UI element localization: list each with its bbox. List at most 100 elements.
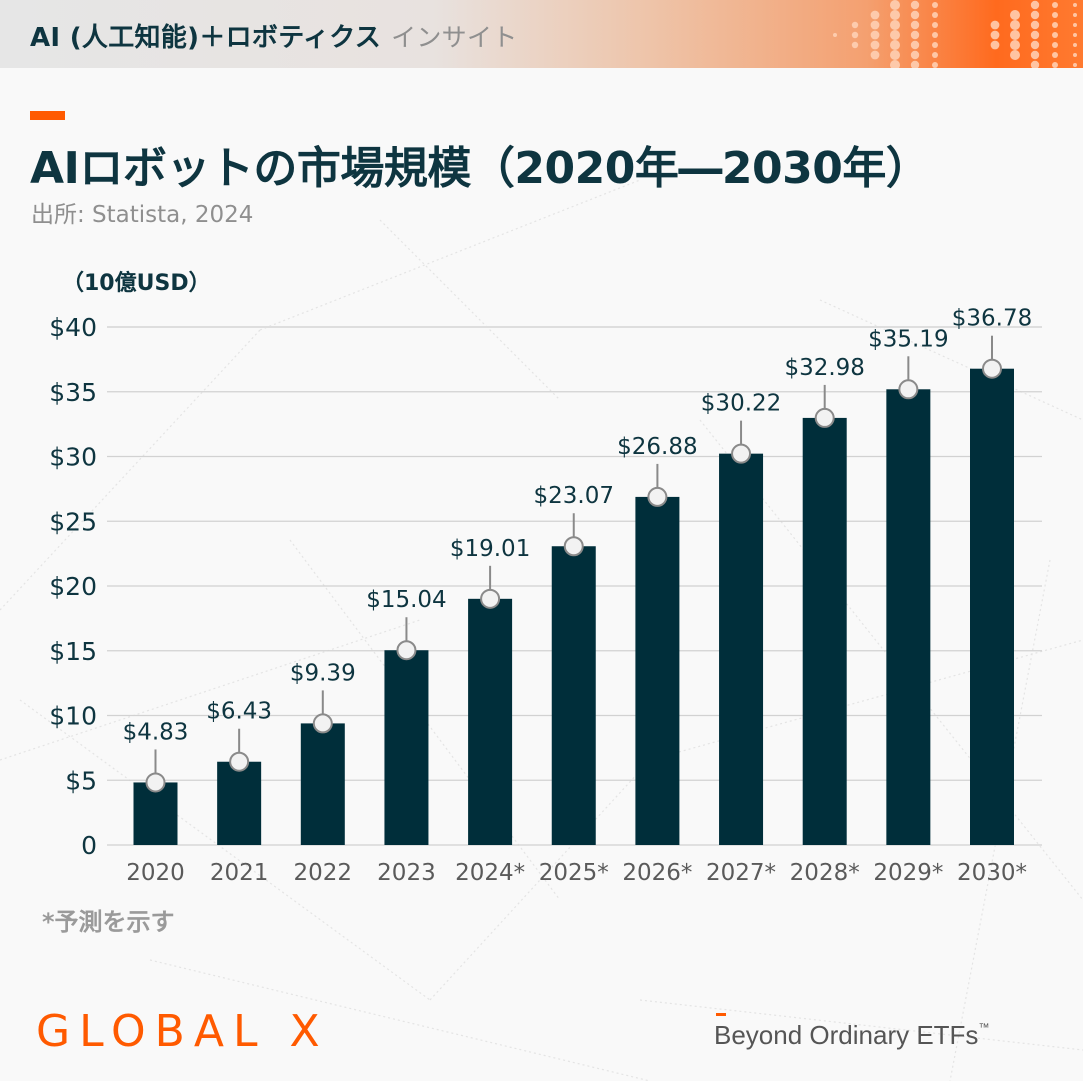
bars: $4.83$6.43$9.39$15.04$19.01$23.07$26.88$… — [123, 306, 1032, 845]
decor-dot — [990, 40, 1000, 50]
bar-group: $35.19 — [868, 326, 949, 845]
x-tick-label: 2021 — [210, 860, 269, 886]
decor-dot — [932, 32, 938, 38]
decor-dot — [1073, 33, 1077, 37]
bar — [551, 546, 596, 845]
decor-dot — [1052, 42, 1058, 48]
bar-group: $4.83 — [123, 719, 189, 845]
value-marker — [480, 588, 501, 609]
bar — [886, 389, 931, 845]
decor-dot — [990, 20, 1000, 30]
trademark-symbol: ™ — [978, 1022, 990, 1034]
value-marker — [396, 640, 417, 661]
bar-group: $26.88 — [617, 434, 698, 845]
data-label: $26.88 — [617, 434, 697, 460]
decor-dot — [890, 30, 900, 40]
decor-dot — [870, 50, 880, 60]
decor-dot — [1073, 43, 1077, 47]
decor-dot — [890, 0, 900, 10]
header-title-text: AI (人工知能)＋ロボティクス — [30, 23, 382, 53]
data-label: $9.39 — [290, 660, 356, 686]
decor-dot — [1030, 20, 1040, 30]
decor-dot — [851, 41, 859, 49]
y-tick-label: $20 — [49, 572, 97, 601]
x-tick-label: 2023 — [377, 860, 436, 886]
decor-dot — [1030, 0, 1040, 10]
background-pattern — [0, 179, 1083, 1081]
decor-dot — [932, 52, 938, 58]
decor-dot — [1073, 3, 1077, 7]
x-tick-label: 2026* — [622, 860, 692, 886]
x-axis-ticks: 2020 2021 2022 2023 2024* 2025* 2026* 2027* 2028… — [126, 860, 1027, 886]
decor-dot — [932, 2, 938, 8]
data-label: $15.04 — [366, 587, 446, 613]
decor-dot — [1052, 62, 1058, 68]
x-tick-label: 2020 — [126, 860, 185, 886]
y-axis-ticks: 0 $5 $10 $15 $20 $25 $30 $35 $40 — [49, 313, 97, 860]
dot-pattern-decoration — [833, 0, 1077, 68]
decor-dot — [910, 0, 920, 10]
y-tick-label: $35 — [49, 378, 97, 407]
decor-dot — [1030, 30, 1040, 40]
decor-dot — [910, 40, 920, 50]
x-tick-label: 2024* — [455, 860, 525, 886]
source-text: 出所: Statista, 2024 — [31, 202, 254, 228]
decor-dot — [910, 10, 920, 20]
data-label: $19.01 — [450, 536, 530, 562]
y-tick-label: $40 — [49, 313, 97, 342]
decor-dot — [1052, 52, 1058, 58]
decor-dot — [870, 30, 880, 40]
header-band: AI (人工知能)＋ロボティクス インサイト — [0, 0, 1083, 68]
data-label: $4.83 — [123, 719, 189, 745]
decor-dot — [1030, 10, 1040, 20]
header-subtitle: インサイト — [391, 23, 518, 52]
decor-dot — [890, 20, 900, 30]
value-marker — [814, 407, 835, 428]
decor-dot — [870, 40, 880, 50]
bar — [719, 453, 764, 845]
data-label: $35.19 — [868, 326, 948, 352]
bar — [133, 782, 178, 845]
global-x-logo: GLOBAL X — [36, 1006, 329, 1057]
x-tick-label: 2027* — [706, 860, 776, 886]
title-accent-bar — [30, 111, 65, 120]
bar — [802, 417, 847, 845]
decor-dot — [932, 62, 938, 68]
x-tick-label: 2028* — [790, 860, 860, 886]
decor-dot — [1030, 50, 1040, 60]
decor-dot — [890, 10, 900, 20]
y-tick-label: $10 — [49, 702, 97, 731]
bar — [300, 723, 345, 845]
decor-dot — [870, 10, 880, 20]
tagline-text: Beyond Ordinary ETFs — [714, 1020, 979, 1050]
forecast-footnote: *予測を示す — [42, 908, 175, 936]
decor-dot — [1052, 2, 1058, 8]
decor-dot — [1030, 60, 1040, 68]
decor-dot — [870, 20, 880, 30]
decor-dot — [910, 50, 920, 60]
value-marker — [731, 443, 752, 464]
tagline: Beyond Ordinary ETFs™ — [714, 1020, 989, 1051]
x-tick-label: 2030* — [957, 860, 1027, 886]
bar-group: $6.43 — [206, 699, 272, 845]
bar — [970, 368, 1014, 845]
decor-dot — [890, 50, 900, 60]
decor-dot — [932, 12, 938, 18]
y-tick-label: $30 — [49, 443, 97, 472]
decor-dot — [990, 30, 1000, 40]
decor-dot — [1030, 40, 1040, 50]
decor-dot — [1010, 10, 1020, 20]
bar — [468, 598, 513, 845]
decor-dot — [1073, 63, 1077, 67]
y-tick-label: $15 — [49, 637, 97, 666]
decor-dot — [1052, 22, 1058, 28]
y-tick-label: $25 — [49, 507, 97, 536]
decor-dot — [1073, 23, 1077, 27]
x-tick-label: 2029* — [873, 860, 943, 886]
tagline-accent — [716, 1013, 726, 1016]
bar-group: $30.22 — [701, 391, 781, 845]
decor-dot — [851, 31, 859, 39]
y-tick-label: $5 — [65, 766, 97, 795]
data-label: $30.22 — [701, 391, 781, 417]
